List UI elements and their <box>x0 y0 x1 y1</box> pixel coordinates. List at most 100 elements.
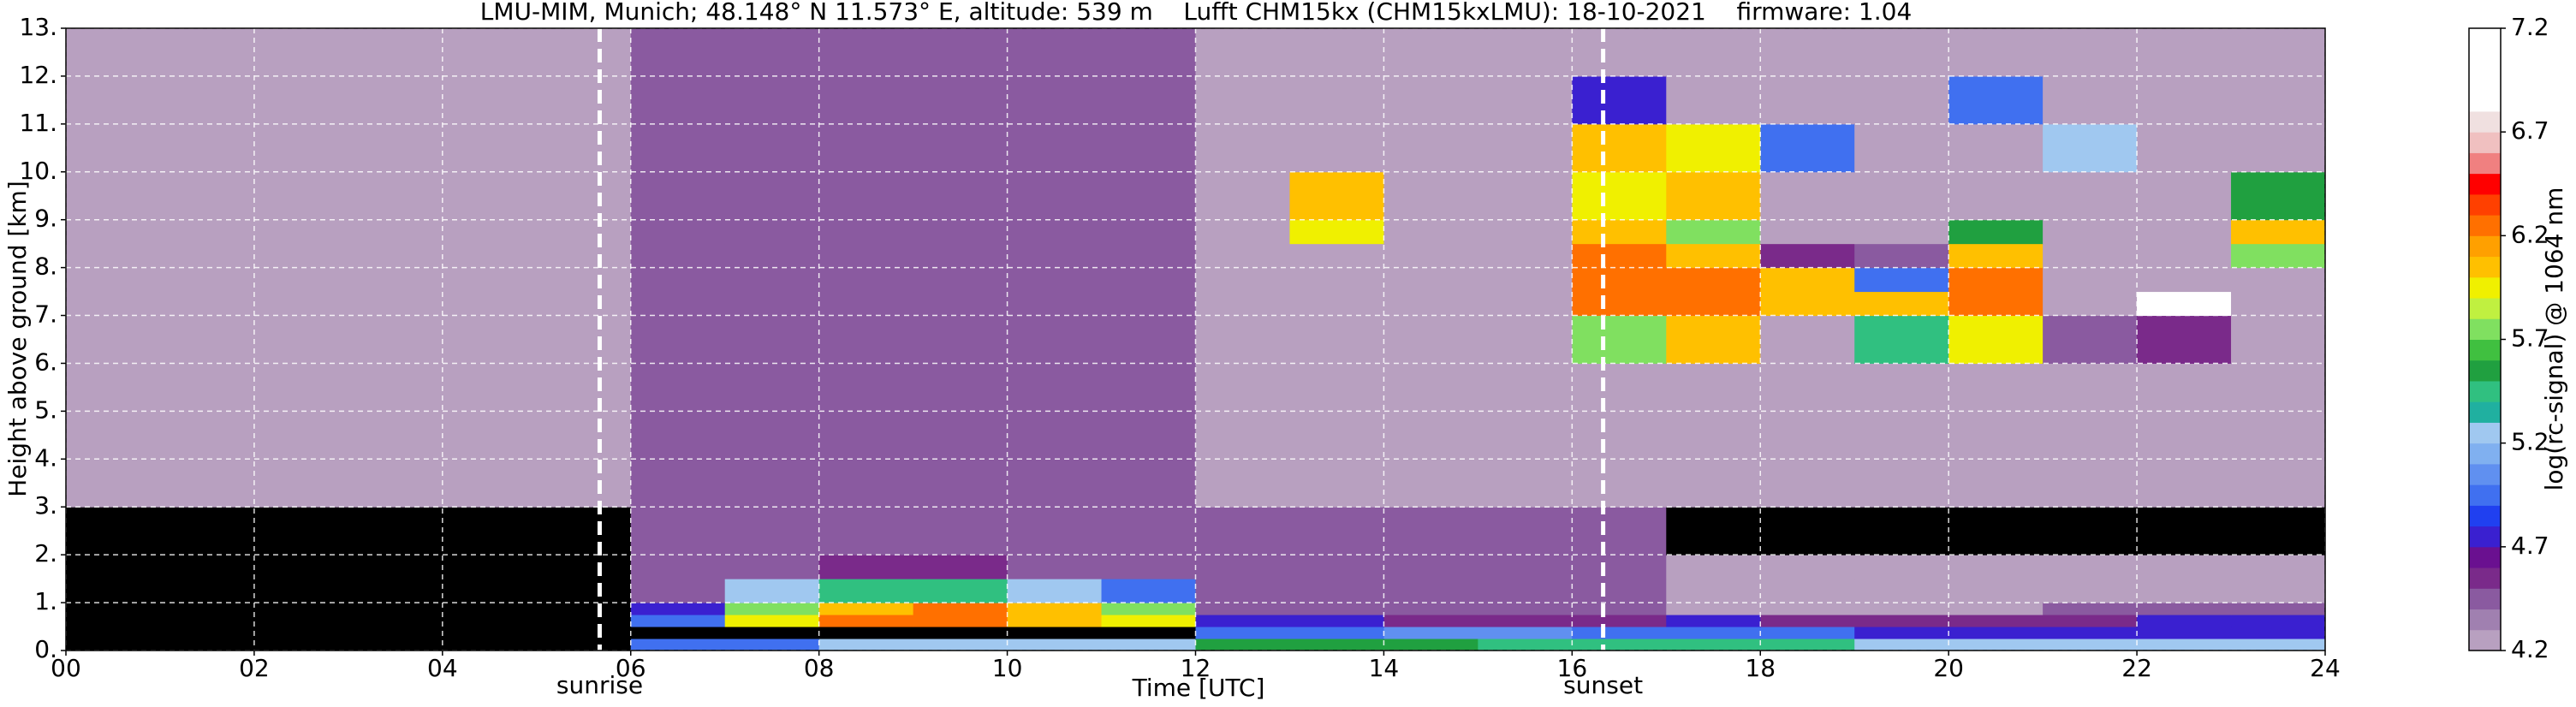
colorbar-swatch <box>2469 380 2501 402</box>
x-tick-label: 20 <box>1933 654 1964 682</box>
heatmap-cell <box>1948 219 2044 245</box>
heatmap-cell <box>1289 219 1384 245</box>
heatmap-cell <box>1289 507 1384 556</box>
heatmap-cell <box>1572 555 1667 579</box>
heatmap-cell <box>1195 75 1290 125</box>
colorbar-swatch <box>2469 132 2501 153</box>
heatmap-cell <box>1383 627 1478 639</box>
heatmap-cell <box>66 28 161 77</box>
heatmap-cell <box>1760 411 1855 460</box>
heatmap-cell <box>1007 75 1103 125</box>
heatmap-cell <box>442 28 538 77</box>
heatmap-cell <box>818 219 914 245</box>
heatmap-cell <box>66 555 161 579</box>
y-tick-label: 10. <box>19 157 57 185</box>
heatmap-cell <box>1948 315 2044 364</box>
heatmap-cell <box>1666 315 1761 364</box>
heatmap-cell <box>1854 315 1949 364</box>
heatmap-cell <box>159 75 255 125</box>
heatmap-cell <box>253 579 349 603</box>
heatmap-cell <box>1007 315 1103 364</box>
heatmap-cell <box>1101 363 1196 412</box>
heatmap-cell <box>253 315 349 364</box>
colorbar-tick-label: 6.2 <box>2511 220 2549 248</box>
heatmap-cell <box>348 603 443 615</box>
colorbar-swatch <box>2469 276 2501 299</box>
heatmap-cell <box>1478 267 1573 293</box>
colorbar-swatch <box>2469 235 2501 258</box>
heatmap-cell <box>1101 291 1196 317</box>
heatmap-cell <box>2231 363 2326 412</box>
colorbar-swatch <box>2469 463 2501 485</box>
heatmap-cell <box>1195 411 1290 460</box>
heatmap-cell <box>1666 411 1761 460</box>
heatmap-cell <box>1948 579 2044 603</box>
heatmap-cell <box>1572 615 1667 627</box>
heatmap-cell <box>1854 171 1949 221</box>
heatmap-cell <box>1854 579 1949 603</box>
heatmap-cell <box>1760 579 1855 603</box>
heatmap-cell <box>1572 363 1667 412</box>
heatmap-cell <box>1854 555 1949 579</box>
heatmap-cell <box>630 75 726 125</box>
heatmap-cell <box>818 315 914 364</box>
heatmap-cell <box>913 459 1008 508</box>
heatmap-cell <box>2231 603 2326 615</box>
y-tick-label: 13. <box>19 13 57 41</box>
heatmap-cell <box>818 507 914 556</box>
heatmap-cell <box>159 243 255 269</box>
heatmap-cell <box>2043 579 2138 603</box>
heatmap-cell <box>442 603 538 615</box>
heatmap-cell <box>913 291 1008 317</box>
heatmap-cell <box>2137 123 2232 173</box>
x-tick-label: 06 <box>616 654 646 682</box>
heatmap-cell <box>1478 171 1573 221</box>
heatmap-cell <box>1383 603 1478 615</box>
heatmap-cell <box>2043 28 2138 77</box>
heatmap-cell <box>913 123 1008 173</box>
heatmap-cell <box>1760 75 1855 125</box>
heatmap-cell <box>66 171 161 221</box>
heatmap-cell <box>348 315 443 364</box>
heatmap-cell <box>2137 639 2232 651</box>
x-tick-label: 22 <box>2121 654 2152 682</box>
colorbar-swatch <box>2469 505 2501 527</box>
heatmap-cell <box>1195 579 1290 603</box>
heatmap-cell <box>253 75 349 125</box>
heatmap-cell <box>1854 123 1949 173</box>
heatmap-cell <box>2043 315 2138 364</box>
heatmap-cell <box>1101 28 1196 77</box>
colorbar-swatch <box>2469 173 2501 195</box>
heatmap-cell <box>1101 615 1196 627</box>
heatmap-cell <box>442 411 538 460</box>
heatmap-cell <box>818 411 914 460</box>
heatmap-cell <box>1572 411 1667 460</box>
heatmap-cell <box>1948 123 2044 173</box>
heatmap-cell <box>442 615 538 627</box>
heatmap-cell <box>1383 267 1478 293</box>
heatmap-cell <box>536 579 632 603</box>
heatmap-cell <box>1195 291 1290 317</box>
heatmap-cell <box>724 627 820 639</box>
heatmap-cell <box>1101 267 1196 293</box>
heatmap-cell <box>1007 639 1103 651</box>
heatmap-cell <box>253 411 349 460</box>
heatmap-cell <box>724 579 820 603</box>
heatmap-cell <box>818 267 914 293</box>
heatmap-cell <box>348 555 443 579</box>
heatmap-cell <box>818 291 914 317</box>
heatmap-cell <box>913 267 1008 293</box>
heatmap-cell <box>1007 603 1103 615</box>
heatmap-cell <box>66 579 161 603</box>
heatmap-cell <box>442 627 538 639</box>
heatmap-cell <box>1195 171 1290 221</box>
heatmap-cell <box>1572 579 1667 603</box>
heatmap-cell <box>1383 615 1478 627</box>
heatmap-cell <box>536 267 632 293</box>
y-tick-label: 1. <box>34 587 57 615</box>
heatmap-cell <box>913 75 1008 125</box>
heatmap-cell <box>2137 75 2232 125</box>
heatmap-cell <box>348 363 443 412</box>
heatmap-cell <box>630 363 726 412</box>
heatmap-cell <box>1666 75 1761 125</box>
